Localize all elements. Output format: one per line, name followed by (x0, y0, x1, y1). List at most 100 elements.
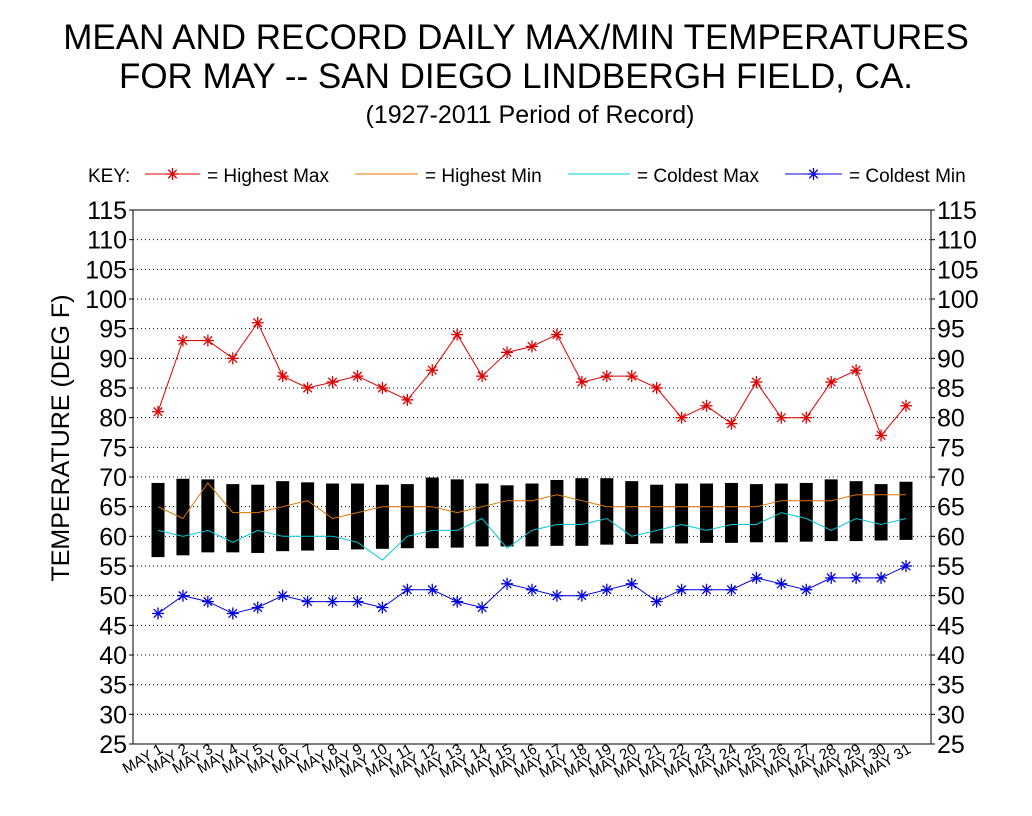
data-point-highest-max (251, 316, 264, 329)
data-point-coldest-min (226, 607, 239, 620)
data-point-highest-max (875, 429, 888, 442)
y-tick-label-right: 30 (937, 701, 965, 729)
data-point-highest-max (226, 352, 239, 365)
legend-item-highest-min: = Highest Min (355, 166, 542, 187)
marker-stroke (377, 602, 388, 613)
marker-stroke (527, 341, 537, 352)
marker-stroke (901, 561, 911, 571)
marker-stroke (203, 596, 213, 607)
mean-range-bar (475, 483, 489, 547)
data-point-highest-max (625, 370, 638, 383)
marker-stroke (327, 596, 338, 607)
data-point-highest-max (301, 382, 314, 394)
marker-stroke (602, 585, 612, 595)
marker-stroke (851, 573, 861, 583)
data-point-coldest-min (750, 571, 763, 584)
marker-stroke (651, 383, 662, 393)
data-point-coldest-min (152, 607, 164, 620)
y-tick-label-left: 75 (99, 434, 127, 462)
data-point-highest-max (376, 382, 389, 394)
marker-stroke (253, 318, 263, 328)
data-point-coldest-min (201, 595, 214, 608)
series-line-coldest-max (157, 512, 907, 561)
y-tick-label-left: 35 (99, 672, 127, 700)
data-point-highest-max (825, 376, 838, 389)
mean-range-bar (625, 481, 639, 545)
y-tick-label-right: 105 (937, 256, 979, 284)
data-point-highest-max (176, 334, 189, 347)
marker-stroke (851, 365, 861, 375)
data-point-highest-max (451, 328, 464, 341)
data-point-coldest-min (800, 583, 813, 596)
mean-range-bar (650, 484, 664, 544)
data-point-highest-max (426, 364, 439, 377)
marker-stroke (427, 365, 437, 375)
marker-stroke (253, 602, 263, 613)
marker-stroke (477, 602, 487, 613)
marker-stroke (577, 377, 587, 387)
data-point-highest-max (526, 340, 538, 353)
legend-label: = Highest Max (207, 166, 329, 187)
y-tick-label-right: 50 (937, 583, 965, 611)
y-tick-label-left: 70 (99, 464, 127, 492)
marker-stroke (876, 430, 886, 441)
mean-range-bar (425, 477, 439, 549)
y-tick-label-left: 45 (99, 612, 127, 640)
legend-label: = Coldest Max (637, 166, 759, 187)
y-tick-label-right: 35 (937, 672, 965, 700)
chart-title-line-1: MEAN AND RECORD DAILY MAX/MIN TEMPERATUR… (63, 18, 969, 57)
marker-stroke (826, 573, 836, 583)
y-axis-label: TEMPERATURE (DEG F) (47, 294, 75, 581)
data-point-coldest-min (675, 583, 688, 596)
y-tick-label-right: 75 (937, 434, 965, 462)
data-point-coldest-min (176, 589, 189, 602)
mean-range-bar (824, 479, 838, 542)
mean-range-bar (899, 481, 913, 540)
data-point-coldest-min (875, 571, 888, 584)
mean-range-bar (151, 482, 165, 558)
y-tick-label-left: 90 (99, 345, 127, 373)
data-point-coldest-min (775, 577, 788, 590)
data-point-highest-max (725, 417, 738, 430)
marker-stroke (178, 335, 188, 346)
data-point-coldest-min (301, 595, 314, 608)
data-point-coldest-min (251, 601, 264, 614)
data-point-highest-max (775, 411, 788, 424)
chart-subtitle: (1927-2011 Period of Record) (365, 101, 695, 129)
marker-stroke (552, 590, 562, 601)
mean-range-bar (176, 478, 190, 556)
marker-stroke (726, 418, 737, 429)
marker-stroke (402, 395, 413, 405)
mean-range-bar (301, 482, 315, 551)
data-point-coldest-min (526, 583, 538, 596)
data-point-coldest-min (575, 589, 588, 602)
mean-range-bar (849, 481, 863, 542)
marker-stroke (228, 353, 238, 364)
y-tick-label-left: 40 (99, 642, 127, 670)
marker-stroke (167, 169, 178, 179)
legend-item-highest-max: = Highest Max (145, 166, 329, 187)
legend-label: = Coldest Min (849, 166, 966, 187)
mean-range-bar (500, 485, 514, 547)
data-point-highest-max (675, 411, 688, 424)
marker-stroke (801, 412, 811, 423)
y-tick-label-left: 30 (99, 701, 127, 729)
data-point-coldest-min (700, 583, 713, 596)
y-tick-label-right: 70 (937, 464, 965, 492)
y-tick-label-right: 115 (937, 197, 977, 225)
legend-key-label: KEY: (88, 166, 130, 187)
y-tick-label-right: 65 (937, 494, 965, 522)
legend-item-coldest-min: = Coldest Min (785, 166, 966, 187)
y-tick-label-left: 55 (99, 553, 127, 581)
data-point-highest-max (850, 364, 863, 377)
marker-stroke (602, 371, 612, 381)
y-tick-label-left: 115 (87, 197, 127, 225)
marker-stroke (153, 608, 163, 619)
marker-stroke (776, 579, 787, 589)
series-line-highest-max (157, 321, 907, 437)
data-point-highest-max (750, 376, 763, 389)
y-tick-label-right: 25 (937, 731, 965, 759)
data-point-coldest-min (501, 577, 514, 590)
data-point-coldest-min (401, 583, 414, 596)
data-point-highest-max (800, 411, 813, 424)
